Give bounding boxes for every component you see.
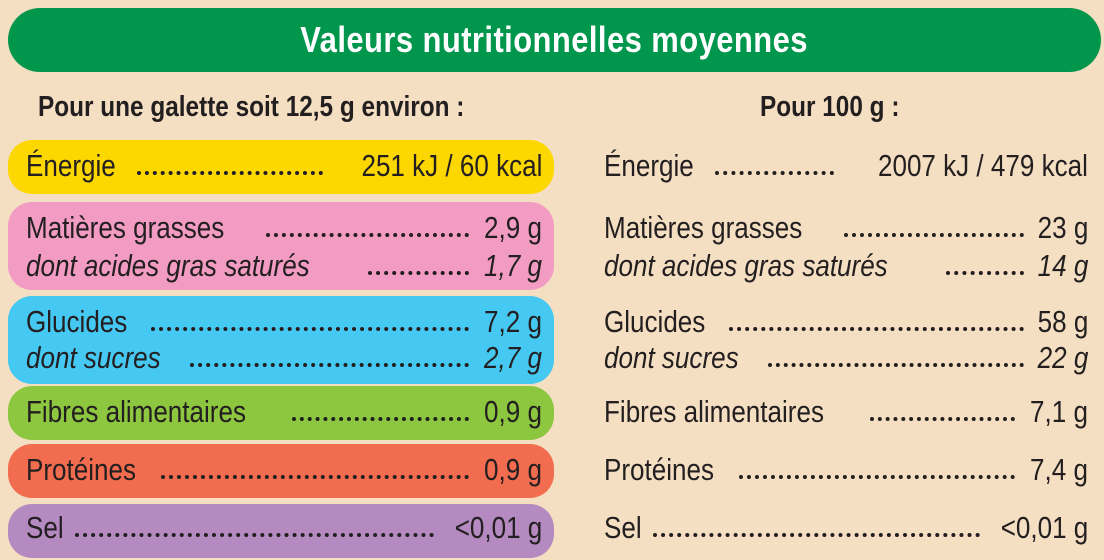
title-banner: Valeurs nutritionnelles moyennes xyxy=(8,8,1101,72)
nutrient-value: 0,9 g xyxy=(484,452,542,487)
leader-dots xyxy=(714,171,835,175)
nutrient-label: Protéines xyxy=(26,452,137,487)
nutrient-value: 7,4 g xyxy=(1030,452,1088,487)
header-per-portion: Pour une galette soit 12,5 g environ : xyxy=(38,90,465,123)
leader-dots xyxy=(367,271,470,275)
nutrient-value: <0,01 g xyxy=(454,510,542,545)
matieres-grasses-pill xyxy=(8,202,554,290)
leader-dots xyxy=(291,417,470,421)
leader-dots xyxy=(190,363,470,367)
nutrient-value: 2007 kJ / 479 kcal xyxy=(878,148,1088,183)
row-energie-portion: Énergie 251 kJ / 60 kcal xyxy=(26,150,542,181)
nutrient-label: Énergie xyxy=(604,148,694,183)
leader-dots xyxy=(945,271,1024,275)
nutrient-value: 2,7 g xyxy=(484,340,542,375)
nutrient-value: 14 g xyxy=(1037,248,1088,283)
nutrient-label: Matières grasses xyxy=(604,210,803,245)
row-fibres-portion: Fibres alimentaires 0,9 g xyxy=(26,396,542,427)
row-matieres-grasses-portion: Matières grasses 2,9 g xyxy=(26,212,542,243)
header-per-100g: Pour 100 g : xyxy=(760,90,900,123)
row-energie-100g: Énergie 2007 kJ / 479 kcal xyxy=(604,150,1088,181)
row-glucides-100g: Glucides 58 g xyxy=(604,306,1088,337)
nutrient-label: Protéines xyxy=(604,452,715,487)
table-title: Valeurs nutritionnelles moyennes xyxy=(300,19,809,60)
nutrient-label: dont acides gras saturés xyxy=(26,248,310,283)
nutrient-label: Fibres alimentaires xyxy=(604,394,824,429)
leader-dots xyxy=(768,363,1024,367)
nutrient-label: Glucides xyxy=(26,304,128,339)
nutrient-value: 2,9 g xyxy=(484,210,542,245)
nutrient-label: Sel xyxy=(26,510,64,545)
row-glucides-portion: Glucides 7,2 g xyxy=(26,306,542,337)
nutrient-value: 58 g xyxy=(1037,304,1088,339)
row-sucres-portion: dont sucres 2,7 g xyxy=(26,342,542,373)
nutrient-value: 7,2 g xyxy=(484,304,542,339)
leader-dots xyxy=(150,327,470,331)
nutrient-value: 22 g xyxy=(1037,340,1088,375)
row-sucres-100g: dont sucres 22 g xyxy=(604,342,1088,373)
row-fibres-100g: Fibres alimentaires 7,1 g xyxy=(604,396,1088,427)
nutrient-label: Glucides xyxy=(604,304,706,339)
leader-dots xyxy=(136,171,323,175)
row-ags-portion: dont acides gras saturés 1,7 g xyxy=(26,250,542,281)
nutrient-label: dont sucres xyxy=(604,340,739,375)
row-proteines-portion: Protéines 0,9 g xyxy=(26,454,542,485)
nutrient-value: <0,01 g xyxy=(1000,510,1088,545)
nutrient-value: 0,9 g xyxy=(484,394,542,429)
row-proteines-100g: Protéines 7,4 g xyxy=(604,454,1088,485)
sel-pill xyxy=(8,504,554,558)
row-ags-100g: dont acides gras saturés 14 g xyxy=(604,250,1088,281)
leader-dots xyxy=(728,327,1024,331)
nutrient-label: Fibres alimentaires xyxy=(26,394,246,429)
fibres-pill xyxy=(8,386,554,440)
leader-dots xyxy=(652,533,980,537)
energie-pill xyxy=(8,140,554,194)
leader-dots xyxy=(74,533,434,537)
nutrient-value: 1,7 g xyxy=(484,248,542,283)
nutrient-label: dont acides gras saturés xyxy=(604,248,888,283)
nutrient-value: 7,1 g xyxy=(1030,394,1088,429)
nutrient-label: Sel xyxy=(604,510,642,545)
nutrient-label: dont sucres xyxy=(26,340,161,375)
leader-dots xyxy=(160,475,470,479)
row-matieres-grasses-100g: Matières grasses 23 g xyxy=(604,212,1088,243)
nutrient-value: 23 g xyxy=(1037,210,1088,245)
leader-dots xyxy=(266,233,470,237)
row-sel-100g: Sel <0,01 g xyxy=(604,512,1088,543)
leader-dots xyxy=(869,417,1016,421)
leader-dots xyxy=(738,475,1016,479)
nutrient-label: Matières grasses xyxy=(26,210,225,245)
row-sel-portion: Sel <0,01 g xyxy=(26,512,542,543)
glucides-pill xyxy=(8,296,554,384)
proteines-pill xyxy=(8,444,554,498)
leader-dots xyxy=(844,233,1024,237)
nutrient-value: 251 kJ / 60 kcal xyxy=(361,148,542,183)
nutrient-label: Énergie xyxy=(26,148,116,183)
